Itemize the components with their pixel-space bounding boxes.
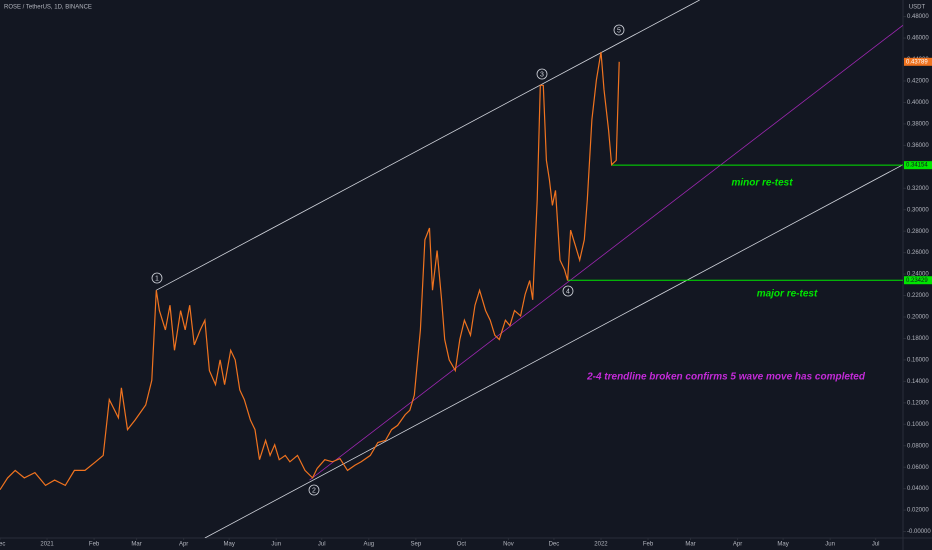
y-tick-label: 0.18000: [907, 336, 929, 342]
y-tick-label: 0.48000: [907, 14, 929, 20]
wave-label: 4: [566, 288, 570, 295]
wave-circle: [562, 285, 574, 297]
y-tick-label: 0.08000: [907, 443, 929, 449]
y-tick-label: 0.26000: [907, 250, 929, 256]
x-tick-label: Oct: [457, 542, 467, 548]
y-tick-label: 0.22000: [907, 293, 929, 299]
x-tick-label: 2021: [40, 542, 54, 548]
last-price-box: [904, 57, 932, 66]
annotation: 2-4 trendline broken confirms 5 wave mov…: [586, 372, 866, 383]
x-tick-label: Jul: [872, 542, 880, 548]
y-tick-label: 0.04000: [907, 486, 929, 492]
y-tick-label: 0.36000: [907, 143, 929, 149]
y-tick-label: 0.30000: [907, 207, 929, 213]
x-tick-label: Apr: [733, 542, 742, 548]
y-tick-label: 0.40000: [907, 100, 929, 106]
chart-title: ROSE / TetherUS, 1D, BINANCE: [4, 5, 92, 11]
y-tick-label: 0.38000: [907, 121, 929, 127]
wave-circle: [536, 68, 548, 80]
y-tick-label: 0.20000: [907, 315, 929, 321]
x-tick-label: May: [777, 542, 788, 548]
y-tick-label: 0.10000: [907, 422, 929, 428]
trendline: [204, 164, 903, 538]
wave-circle: [308, 484, 320, 496]
price-label: 0.34154: [906, 163, 928, 169]
wave-label: 3: [540, 71, 544, 78]
plot: [0, 0, 903, 538]
x-tick-label: Jun: [271, 542, 281, 548]
wave-label: 5: [617, 27, 621, 34]
x-tick-label: Dec: [0, 542, 5, 548]
x-tick-label: Mar: [131, 542, 141, 548]
y-tick-label: 0.16000: [907, 357, 929, 363]
y-tick-label: 0.46000: [907, 36, 929, 42]
y-tick-label: 0.12000: [907, 400, 929, 406]
x-tick-label: 2022: [594, 542, 608, 548]
price-label-box: [904, 161, 932, 170]
x-tick-label: Feb: [643, 542, 654, 548]
y-tick-label: 0.02000: [907, 508, 929, 514]
x-tick-label: Sep: [410, 542, 421, 548]
x-tick-label: Mar: [685, 542, 695, 548]
x-tick-label: Aug: [363, 542, 374, 548]
y-tick-label: 0.28000: [907, 229, 929, 235]
annotation: major re-test: [757, 289, 818, 300]
y-tick-label: -0.00000: [907, 529, 931, 535]
wave-circle: [151, 272, 163, 284]
x-tick-label: Jul: [318, 542, 326, 548]
x-tick-label: Apr: [179, 542, 188, 548]
last-price-label: 0.43789: [906, 59, 928, 65]
y-tick-label: 0.14000: [907, 379, 929, 385]
annotation: minor re-test: [731, 178, 793, 189]
x-tick-label: Nov: [503, 542, 514, 548]
price-label-box: [904, 276, 932, 285]
y-tick-label: 0.06000: [907, 465, 929, 471]
y-tick-label: 0.24000: [907, 272, 929, 278]
wave-label: 2: [312, 487, 316, 494]
y-tick-label: 0.42000: [907, 79, 929, 85]
x-tick-label: Jun: [825, 542, 835, 548]
x-tick-label: Dec: [549, 542, 560, 548]
x-tick-label: May: [223, 542, 234, 548]
trendline: [309, 24, 903, 481]
price-label: 0.23429: [906, 278, 928, 284]
y-axis-label: USDT: [909, 5, 926, 11]
wave-circle: [613, 24, 625, 36]
trendline: [156, 0, 700, 291]
wave-label: 1: [155, 275, 159, 282]
y-tick-label: 0.32000: [907, 186, 929, 192]
price-line: [0, 51, 620, 491]
x-tick-label: Feb: [89, 542, 100, 548]
